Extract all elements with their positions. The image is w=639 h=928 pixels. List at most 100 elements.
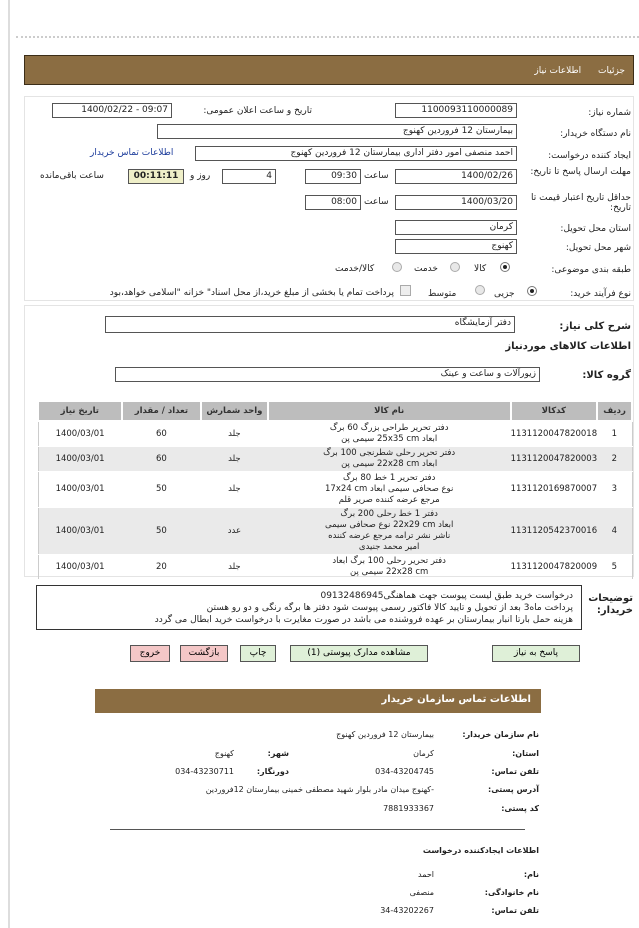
item-name-line: ابعاد 25x35 cm سیمی پن	[341, 434, 438, 444]
buyer-note-line: درخواست خرید طبق لیست پیوست جهت هماهنگی0…	[320, 591, 573, 601]
creator-label: ایجاد کننده درخواست:	[548, 151, 631, 161]
unit: جلد	[201, 446, 268, 472]
quantity: 20	[121, 554, 202, 580]
item-name-line: 22x28 cm سیمی پن	[350, 567, 429, 577]
need-desc-label: شرح کلی نیاز:	[559, 321, 631, 332]
left-border	[8, 0, 10, 928]
province-field: کرمان	[395, 220, 517, 235]
unit: عدد	[201, 507, 268, 555]
contact-fax-label: دورنگار:	[256, 767, 289, 776]
contact-divider	[110, 829, 525, 830]
column-header: نام کالا	[266, 400, 512, 422]
table-row: 4 1131120542370016 دفتر 1 خط رحلی 200 برگ ا…	[38, 507, 632, 555]
process-radio-medium[interactable]	[475, 285, 485, 295]
process-medium-label: متوسط	[428, 289, 457, 299]
contact-province: کرمان	[413, 749, 434, 758]
column-header: تاریخ نیاز	[37, 400, 123, 422]
category-radio-service[interactable]	[450, 262, 460, 272]
need-desc-field: دفتر آزمایشگاه	[105, 316, 515, 333]
validity-date-field: 1400/03/20	[395, 195, 517, 210]
goods-table: ردیف کدکالا نام کالا واحد شمارش تعداد / مقدا…	[37, 400, 633, 580]
payment-note: پرداخت تمام یا بخشی از مبلغ خرید،از محل …	[109, 288, 394, 298]
header-bar: جزئیات اطلاعات نیاز	[24, 55, 634, 85]
need-number-field: 1100093110000089	[395, 103, 517, 118]
need-date: 1400/03/01	[38, 471, 122, 508]
item-name: دفتر تحریر رحلی شطرنجی 100 برگ ابعاد 22x2…	[267, 446, 511, 472]
goods-group-field: زیورآلات و ساعت و عینک	[115, 367, 540, 382]
family-label: نام خانوادگی:	[484, 888, 539, 897]
item-code: 1131120047820003	[510, 446, 598, 472]
attachments-button[interactable]: مشاهده مدارک پیوستی (1)	[290, 645, 428, 662]
quantity: 50	[121, 471, 202, 508]
deadline-date-field: 1400/02/26	[395, 169, 517, 184]
name-value: احمد	[418, 870, 434, 879]
table-row: 3 1131120169870007 دفتر تحریر 1 خط 80 برگ ن…	[38, 471, 632, 508]
deadline-label: مهلت ارسال پاسخ تا تاریخ:	[530, 167, 631, 177]
address-value: -کهنوج میدان مادر بلوار شهید مصطفی خمینی…	[205, 785, 434, 794]
item-code: 1131120047820018	[510, 421, 598, 447]
item-name-line: مرجع عرضه کننده صریر قلم	[338, 495, 440, 505]
exit-button[interactable]: خروج	[130, 645, 170, 662]
tab-need-info[interactable]: اطلاعات نیاز	[534, 66, 582, 76]
unit: جلد	[201, 421, 268, 447]
category-both-label: کالا/خدمت	[335, 264, 375, 274]
item-name-line: دفتر تحریر رحلی شطرنجی 100 برگ	[323, 448, 456, 458]
postal-label: کد پستی:	[501, 804, 539, 813]
table-row: 2 1131120047820003 دفتر تحریر رحلی شطرنجی …	[38, 446, 632, 472]
column-header: تعداد / مقدار	[120, 400, 203, 422]
deadline-time-field: 09:30	[305, 169, 361, 184]
quantity: 60	[121, 421, 202, 447]
address-label: آدرس پستی:	[488, 785, 539, 794]
quantity: 60	[121, 446, 202, 472]
column-header: ردیف	[596, 400, 633, 422]
goods-title: اطلاعات کالاهای موردنیاز	[505, 341, 631, 352]
org-value: بیمارستان 12 فروردین کهنوج	[336, 730, 434, 739]
validity-label: حداقل تاریخ اعتبار قیمت تا تاریخ:	[531, 193, 631, 213]
item-name: دفتر تحریر 1 خط 80 برگ نوع صحافی سیمی ابع…	[267, 471, 511, 508]
contact-province-label: استان:	[512, 749, 539, 758]
remaining-timer: 00:11:11	[128, 169, 184, 184]
contact-city: کهنوج	[214, 749, 234, 758]
divider	[16, 36, 639, 38]
need-date: 1400/03/01	[38, 446, 122, 472]
process-radio-minor[interactable]	[527, 286, 537, 296]
category-goods-label: کالا	[474, 264, 487, 274]
validity-time-field: 08:00	[305, 195, 361, 210]
remaining-label: ساعت باقی‌مانده	[40, 171, 104, 181]
postal-value: 7881933367	[383, 804, 434, 813]
buyer-contact-link[interactable]: اطلاعات تماس خریدار	[90, 148, 174, 158]
unit: جلد	[201, 471, 268, 508]
category-radio-goods[interactable]	[500, 262, 510, 272]
announce-label: تاریخ و ساعت اعلان عمومی:	[203, 106, 312, 116]
item-name-line: دفتر تحریر 1 خط 80 برگ	[342, 473, 436, 483]
item-name-line: دفتر 1 خط رحلی 200 برگ	[340, 509, 438, 519]
item-code: 1131120047820009	[510, 554, 598, 580]
city-label: شهر محل تحویل:	[565, 243, 631, 253]
goods-group-label: گروه کالا:	[582, 370, 631, 381]
item-name-line: نوع صحافی سیمی ابعاد 17x24 cm	[325, 484, 454, 494]
treasury-checkbox[interactable]	[400, 285, 411, 296]
reply-button[interactable]: پاسخ به نیاز	[492, 645, 580, 662]
creator-field: احمد منصفی امور دفتر اداری بیمارستان 12 …	[195, 146, 517, 161]
item-code: 1131120169870007	[510, 471, 598, 508]
print-button[interactable]: چاپ	[240, 645, 276, 662]
creator-phone-label: تلفن تماس:	[491, 906, 539, 915]
tab-details[interactable]: جزئیات	[598, 66, 625, 76]
need-date: 1400/03/01	[38, 507, 122, 555]
buyer-field: بیمارستان 12 فروردین کهنوج	[157, 124, 517, 139]
category-radio-both[interactable]	[392, 262, 402, 272]
item-name: دفتر تحریر رحلی 100 برگ ابعاد 22x28 cm سی…	[267, 554, 511, 580]
announce-field: 1400/02/22 - 09:07	[52, 103, 172, 118]
table-row: 5 1131120047820009 دفتر تحریر رحلی 100 برگ…	[38, 554, 632, 580]
unit: جلد	[201, 554, 268, 580]
buyer-notes-box: درخواست خرید طبق لیست پیوست جهت هماهنگی0…	[36, 585, 582, 630]
back-button[interactable]: بازگشت	[180, 645, 228, 662]
item-name: دفتر 1 خط رحلی 200 برگ ابعاد 22x29 cm نوع…	[267, 507, 511, 555]
item-name-line: امیر محمد جنیدی	[358, 542, 420, 552]
contact-fax: 034-43230711	[175, 767, 234, 776]
need-date: 1400/03/01	[38, 554, 122, 580]
item-name-line: ناشر نشر ترامه مرجع عرضه کننده	[328, 531, 451, 541]
contact-city-label: شهر:	[267, 749, 289, 758]
column-header: واحد شمارش	[200, 400, 269, 422]
city-field: کهنوج	[395, 239, 517, 254]
